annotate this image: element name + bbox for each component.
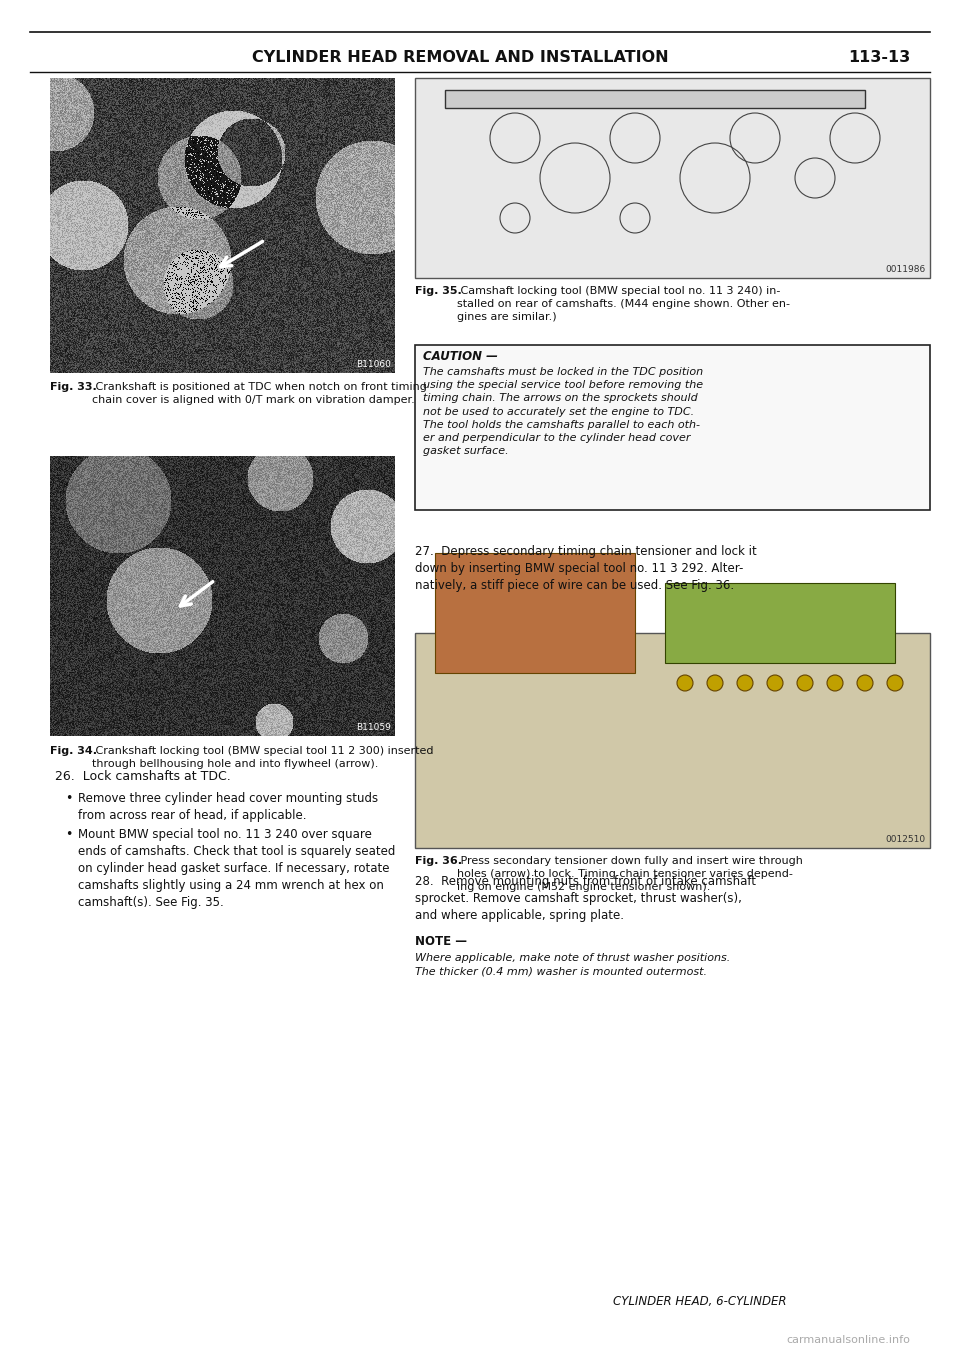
Text: Camshaft locking tool (BMW special tool no. 11 3 240) in-
stalled on rear of cam: Camshaft locking tool (BMW special tool … [457, 286, 790, 323]
Text: •: • [65, 792, 72, 805]
Text: 0012510: 0012510 [886, 835, 926, 844]
Bar [665, 584, 895, 664]
Text: Crankshaft locking tool (BMW special tool 11 2 300) inserted
through bellhousing: Crankshaft locking tool (BMW special too… [92, 746, 434, 769]
Text: 28.  Remove mounting nuts from front of intake camshaft
sprocket. Remove camshaf: 28. Remove mounting nuts from front of i… [415, 875, 756, 921]
Circle shape [827, 674, 843, 691]
Bar [415, 632, 930, 848]
Text: carmanualsonline.info: carmanualsonline.info [786, 1335, 910, 1345]
Circle shape [707, 674, 723, 691]
Text: B11060: B11060 [356, 360, 391, 369]
Circle shape [767, 674, 783, 691]
Text: 27.  Depress secondary timing chain tensioner and lock it
down by inserting BMW : 27. Depress secondary timing chain tensi… [415, 546, 756, 592]
Text: Where applicable, make note of thrust washer positions.
The thicker (0.4 mm) was: Where applicable, make note of thrust wa… [415, 953, 731, 976]
Bar [445, 90, 865, 109]
Bar [435, 554, 635, 673]
Text: CAUTION —: CAUTION — [423, 350, 498, 364]
Circle shape [677, 674, 693, 691]
Bar [415, 77, 930, 278]
Text: Fig. 36.: Fig. 36. [415, 856, 462, 866]
Text: The camshafts must be locked in the TDC position
using the special service tool : The camshafts must be locked in the TDC … [423, 366, 703, 456]
Text: 0011986: 0011986 [886, 265, 926, 274]
Circle shape [737, 674, 753, 691]
Text: 113-13: 113-13 [848, 50, 910, 65]
Circle shape [887, 674, 903, 691]
Text: •: • [65, 828, 72, 841]
Circle shape [797, 674, 813, 691]
Bar [415, 345, 930, 510]
Text: Fig. 34.: Fig. 34. [50, 746, 97, 756]
Text: B11059: B11059 [356, 723, 391, 731]
Text: 26.  Lock camshafts at TDC.: 26. Lock camshafts at TDC. [55, 769, 230, 783]
Text: CYLINDER HEAD, 6-CYLINDER: CYLINDER HEAD, 6-CYLINDER [613, 1295, 787, 1308]
Text: Fig. 35.: Fig. 35. [415, 286, 462, 296]
Text: NOTE —: NOTE — [415, 935, 467, 949]
Text: Mount BMW special tool no. 11 3 240 over square
ends of camshafts. Check that to: Mount BMW special tool no. 11 3 240 over… [78, 828, 396, 909]
Text: Crankshaft is positioned at TDC when notch on front timing
chain cover is aligne: Crankshaft is positioned at TDC when not… [92, 383, 427, 406]
Text: Press secondary tensioner down fully and insert wire through
holes (arrow) to lo: Press secondary tensioner down fully and… [457, 856, 803, 893]
Text: CYLINDER HEAD REMOVAL AND INSTALLATION: CYLINDER HEAD REMOVAL AND INSTALLATION [252, 50, 668, 65]
Text: Remove three cylinder head cover mounting studs
from across rear of head, if app: Remove three cylinder head cover mountin… [78, 792, 378, 822]
Circle shape [857, 674, 873, 691]
Text: Fig. 33.: Fig. 33. [50, 383, 97, 392]
